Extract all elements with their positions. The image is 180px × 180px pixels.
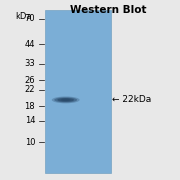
Text: 10: 10	[25, 138, 35, 147]
Text: 14: 14	[25, 116, 35, 125]
Ellipse shape	[57, 98, 74, 102]
Ellipse shape	[52, 96, 80, 103]
Text: 18: 18	[24, 102, 35, 111]
Text: 44: 44	[25, 40, 35, 49]
Text: 22: 22	[25, 86, 35, 94]
Ellipse shape	[54, 97, 77, 102]
Text: Western Blot: Western Blot	[70, 5, 146, 15]
Text: ← 22kDa: ← 22kDa	[112, 95, 151, 104]
Ellipse shape	[61, 99, 71, 101]
Text: 26: 26	[24, 76, 35, 85]
Text: 33: 33	[24, 59, 35, 68]
Text: kDa: kDa	[15, 12, 32, 21]
Bar	[45, 10, 111, 173]
Text: 70: 70	[24, 14, 35, 23]
